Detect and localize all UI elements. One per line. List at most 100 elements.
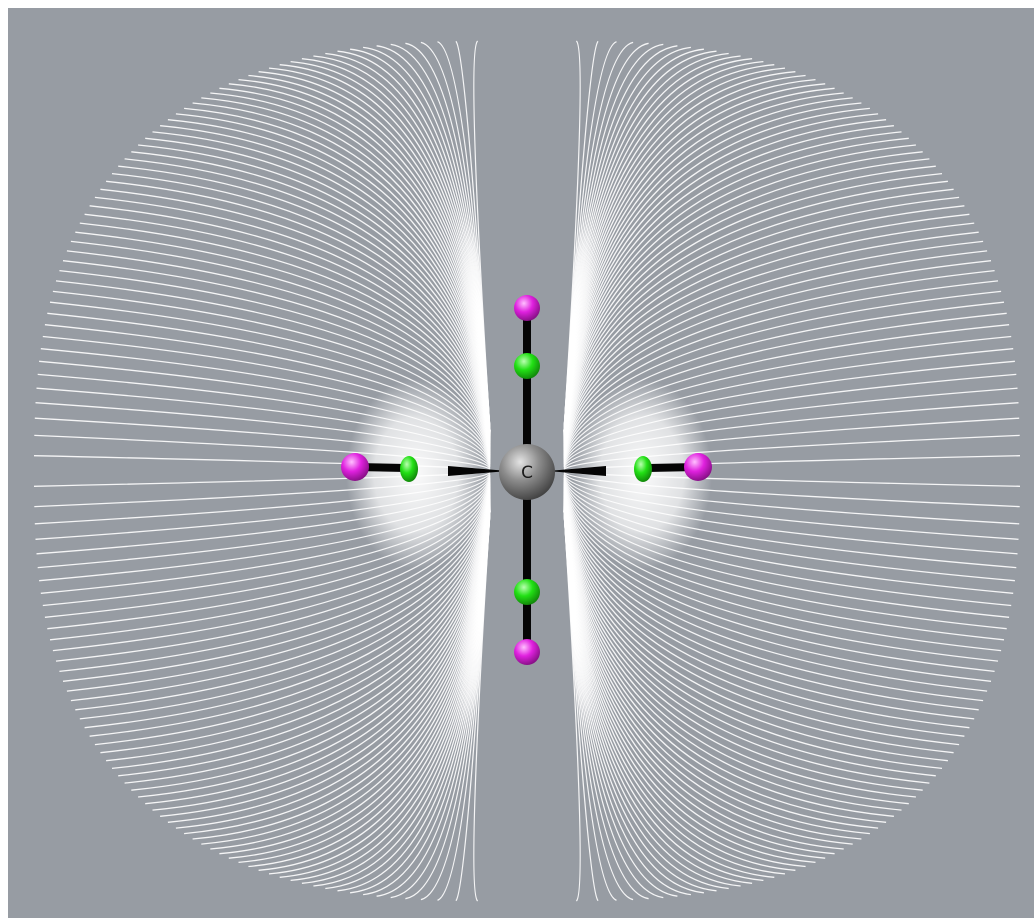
field-line-left — [66, 487, 491, 692]
field-line-left — [124, 158, 491, 445]
field-line-right — [563, 269, 995, 457]
field-line-left — [84, 491, 491, 729]
field-line-left — [79, 490, 491, 720]
field-line-left — [138, 498, 491, 798]
field-line-left — [152, 500, 491, 811]
field-line-right — [563, 492, 965, 737]
field-line-right — [563, 491, 970, 729]
field-line-right — [563, 503, 870, 835]
field-line-left — [75, 231, 491, 453]
field-line-right — [563, 290, 1002, 459]
field-line-left — [111, 495, 491, 770]
field-line-left — [145, 499, 491, 805]
field-line-right — [563, 213, 970, 451]
field-line-right — [563, 498, 916, 798]
field-line-left — [100, 494, 491, 754]
field-line-left — [131, 151, 491, 444]
field-line-right — [563, 493, 960, 746]
field-line-left — [160, 501, 491, 817]
atom-right-outer — [684, 453, 712, 481]
field-line-left — [59, 269, 491, 457]
atom-down-inner — [514, 579, 540, 605]
field-line-right — [563, 301, 1005, 460]
atoms: C — [341, 295, 712, 665]
field-line-right — [563, 481, 1007, 630]
field-line-right — [563, 495, 943, 770]
field-line-right — [563, 312, 1007, 461]
field-line-right — [563, 205, 965, 450]
atom-central-label: C — [521, 463, 533, 483]
atom-left-inner — [400, 456, 418, 482]
field-line-left — [59, 485, 491, 673]
field-line-right — [563, 494, 948, 762]
field-line-left — [118, 165, 491, 446]
field-line-left — [167, 501, 491, 823]
field-line-left — [175, 502, 491, 829]
field-line-right — [563, 222, 975, 452]
field-line-left — [184, 503, 491, 835]
field-line-left — [70, 488, 491, 702]
field-line-left — [94, 196, 491, 449]
field-line-left — [70, 240, 491, 454]
field-line-left — [79, 222, 491, 452]
field-line-left — [118, 496, 491, 777]
field-line-right — [563, 188, 954, 448]
atom-central — [499, 444, 555, 500]
field-line-right — [563, 165, 936, 446]
field-line-right — [563, 488, 984, 702]
field-line-left — [192, 503, 491, 840]
field-line-right — [563, 501, 894, 817]
field-line-left — [100, 188, 491, 448]
molecule-scene: C — [8, 8, 1034, 918]
field-line-right — [563, 260, 992, 456]
field-line-left — [55, 484, 491, 662]
field-line-right — [563, 500, 902, 811]
molecule-viewport[interactable]: C — [8, 8, 1034, 918]
field-line-right — [563, 196, 960, 449]
field-line-left — [66, 250, 491, 455]
field-line-right — [563, 494, 954, 754]
field-line-right — [563, 231, 979, 453]
field-line-right — [563, 499, 909, 805]
field-line-left — [89, 492, 491, 737]
field-line-right — [563, 490, 975, 720]
atom-right-inner — [634, 456, 652, 482]
atom-down-outer — [514, 639, 540, 665]
field-line-right — [563, 498, 923, 791]
atom-up-outer — [514, 295, 540, 321]
bond-right-wedge — [548, 466, 606, 476]
field-line-left — [62, 486, 491, 682]
bond-left-wedge — [448, 466, 508, 476]
field-line-right — [563, 484, 999, 662]
field-line-right — [563, 496, 936, 777]
field-line-left — [124, 497, 491, 784]
field-line-left — [106, 494, 491, 762]
field-line-left — [52, 290, 491, 459]
field-line-right — [563, 151, 923, 444]
field-line-left — [89, 205, 491, 450]
field-line-right — [563, 502, 879, 829]
field-lines-right-lobe — [563, 40, 1021, 902]
field-line-right — [563, 483, 1002, 652]
field-line-right — [563, 172, 943, 447]
field-line-left — [94, 493, 491, 746]
field-line-right — [563, 335, 1012, 463]
field-line-right — [563, 482, 1005, 641]
field-line-right — [563, 503, 862, 840]
field-line-left — [106, 180, 491, 448]
field-line-right — [563, 250, 988, 455]
field-line-right — [563, 487, 988, 692]
field-line-left — [131, 498, 491, 791]
atom-left-outer — [341, 453, 369, 481]
field-line-left — [84, 213, 491, 451]
field-line-right — [563, 180, 948, 448]
field-line-right — [563, 486, 992, 682]
field-lines-left-lobe — [33, 40, 491, 902]
field-line-right — [563, 280, 999, 458]
atom-up-inner — [514, 353, 540, 379]
field-line-left — [62, 260, 491, 456]
field-line-left — [75, 489, 491, 711]
field-line-left — [473, 510, 491, 902]
field-line-right — [563, 324, 1010, 462]
field-line-right — [563, 240, 984, 454]
